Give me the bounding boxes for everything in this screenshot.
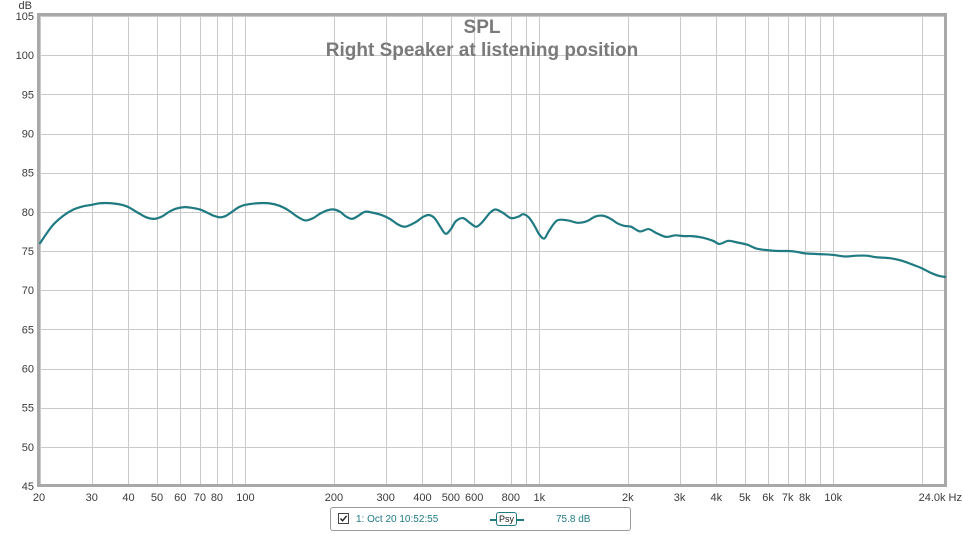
y-tick-label: 45 <box>22 481 34 493</box>
y-tick-label: 95 <box>22 89 34 101</box>
x-tick-label: 800 <box>502 492 520 504</box>
x-tick-label: 2k <box>622 492 634 504</box>
x-tick-label: 600 <box>465 492 483 504</box>
x-tick-label: 60 <box>174 492 186 504</box>
y-tick-label: 65 <box>22 324 34 336</box>
y-tick-label: 75 <box>22 246 34 258</box>
x-tick-label: 6k <box>762 492 774 504</box>
y-tick-label: 85 <box>22 168 34 180</box>
x-tick-label: 100 <box>236 492 254 504</box>
x-tick-label: 24.0k Hz <box>919 492 962 504</box>
x-axis-ticks: 20 30 40 50 60 70 80 100 200 300 400 500 600 800 1k 2k 3… <box>33 492 962 504</box>
x-tick-label: 500 <box>442 492 460 504</box>
x-tick-label: 5k <box>739 492 751 504</box>
x-tick-label: 7k <box>782 492 794 504</box>
chart-title: SPL <box>464 17 501 38</box>
y-tick-label: 70 <box>22 285 34 297</box>
x-tick-label: 30 <box>86 492 98 504</box>
y-axis-label: dB <box>19 0 32 12</box>
plot-frame <box>37 13 947 487</box>
x-tick-label: 70 <box>194 492 206 504</box>
legend-checkbox[interactable] <box>338 513 349 524</box>
y-tick-label: 105 <box>16 11 34 23</box>
legend-box: 1: Oct 20 10:52:55 Psy 75.8 dB <box>330 507 631 531</box>
checkmark-icon <box>339 515 348 522</box>
y-tick-label: 55 <box>22 403 34 415</box>
x-tick-label: 200 <box>325 492 343 504</box>
series-group <box>38 201 947 278</box>
y-tick-label: 50 <box>22 442 34 454</box>
y-tick-label: 80 <box>22 207 34 219</box>
y-axis-ticks: 45 50 55 60 65 70 75 80 85 90 95 100 105 <box>16 11 34 493</box>
x-tick-label: 8k <box>799 492 811 504</box>
chart-subtitle: Right Speaker at listening position <box>326 40 638 61</box>
series-line <box>38 201 947 278</box>
grid <box>40 16 946 487</box>
legend-entry-label[interactable]: 1: Oct 20 10:52:55 <box>356 514 439 525</box>
x-tick-label: 1k <box>534 492 546 504</box>
x-tick-label: 20 <box>33 492 45 504</box>
y-tick-label: 90 <box>22 129 34 141</box>
x-tick-label: 40 <box>122 492 134 504</box>
x-tick-label: 10k <box>824 492 842 504</box>
x-tick-label: 4k <box>710 492 722 504</box>
psy-smoothing-badge[interactable]: Psy <box>496 512 517 526</box>
y-tick-label: 60 <box>22 364 34 376</box>
x-tick-label: 300 <box>376 492 394 504</box>
x-tick-label: 3k <box>674 492 686 504</box>
legend-value: 75.8 dB <box>556 514 591 525</box>
x-tick-label: 50 <box>151 492 163 504</box>
x-tick-label: 80 <box>211 492 223 504</box>
y-tick-label: 100 <box>16 50 34 62</box>
x-tick-label: 400 <box>413 492 431 504</box>
